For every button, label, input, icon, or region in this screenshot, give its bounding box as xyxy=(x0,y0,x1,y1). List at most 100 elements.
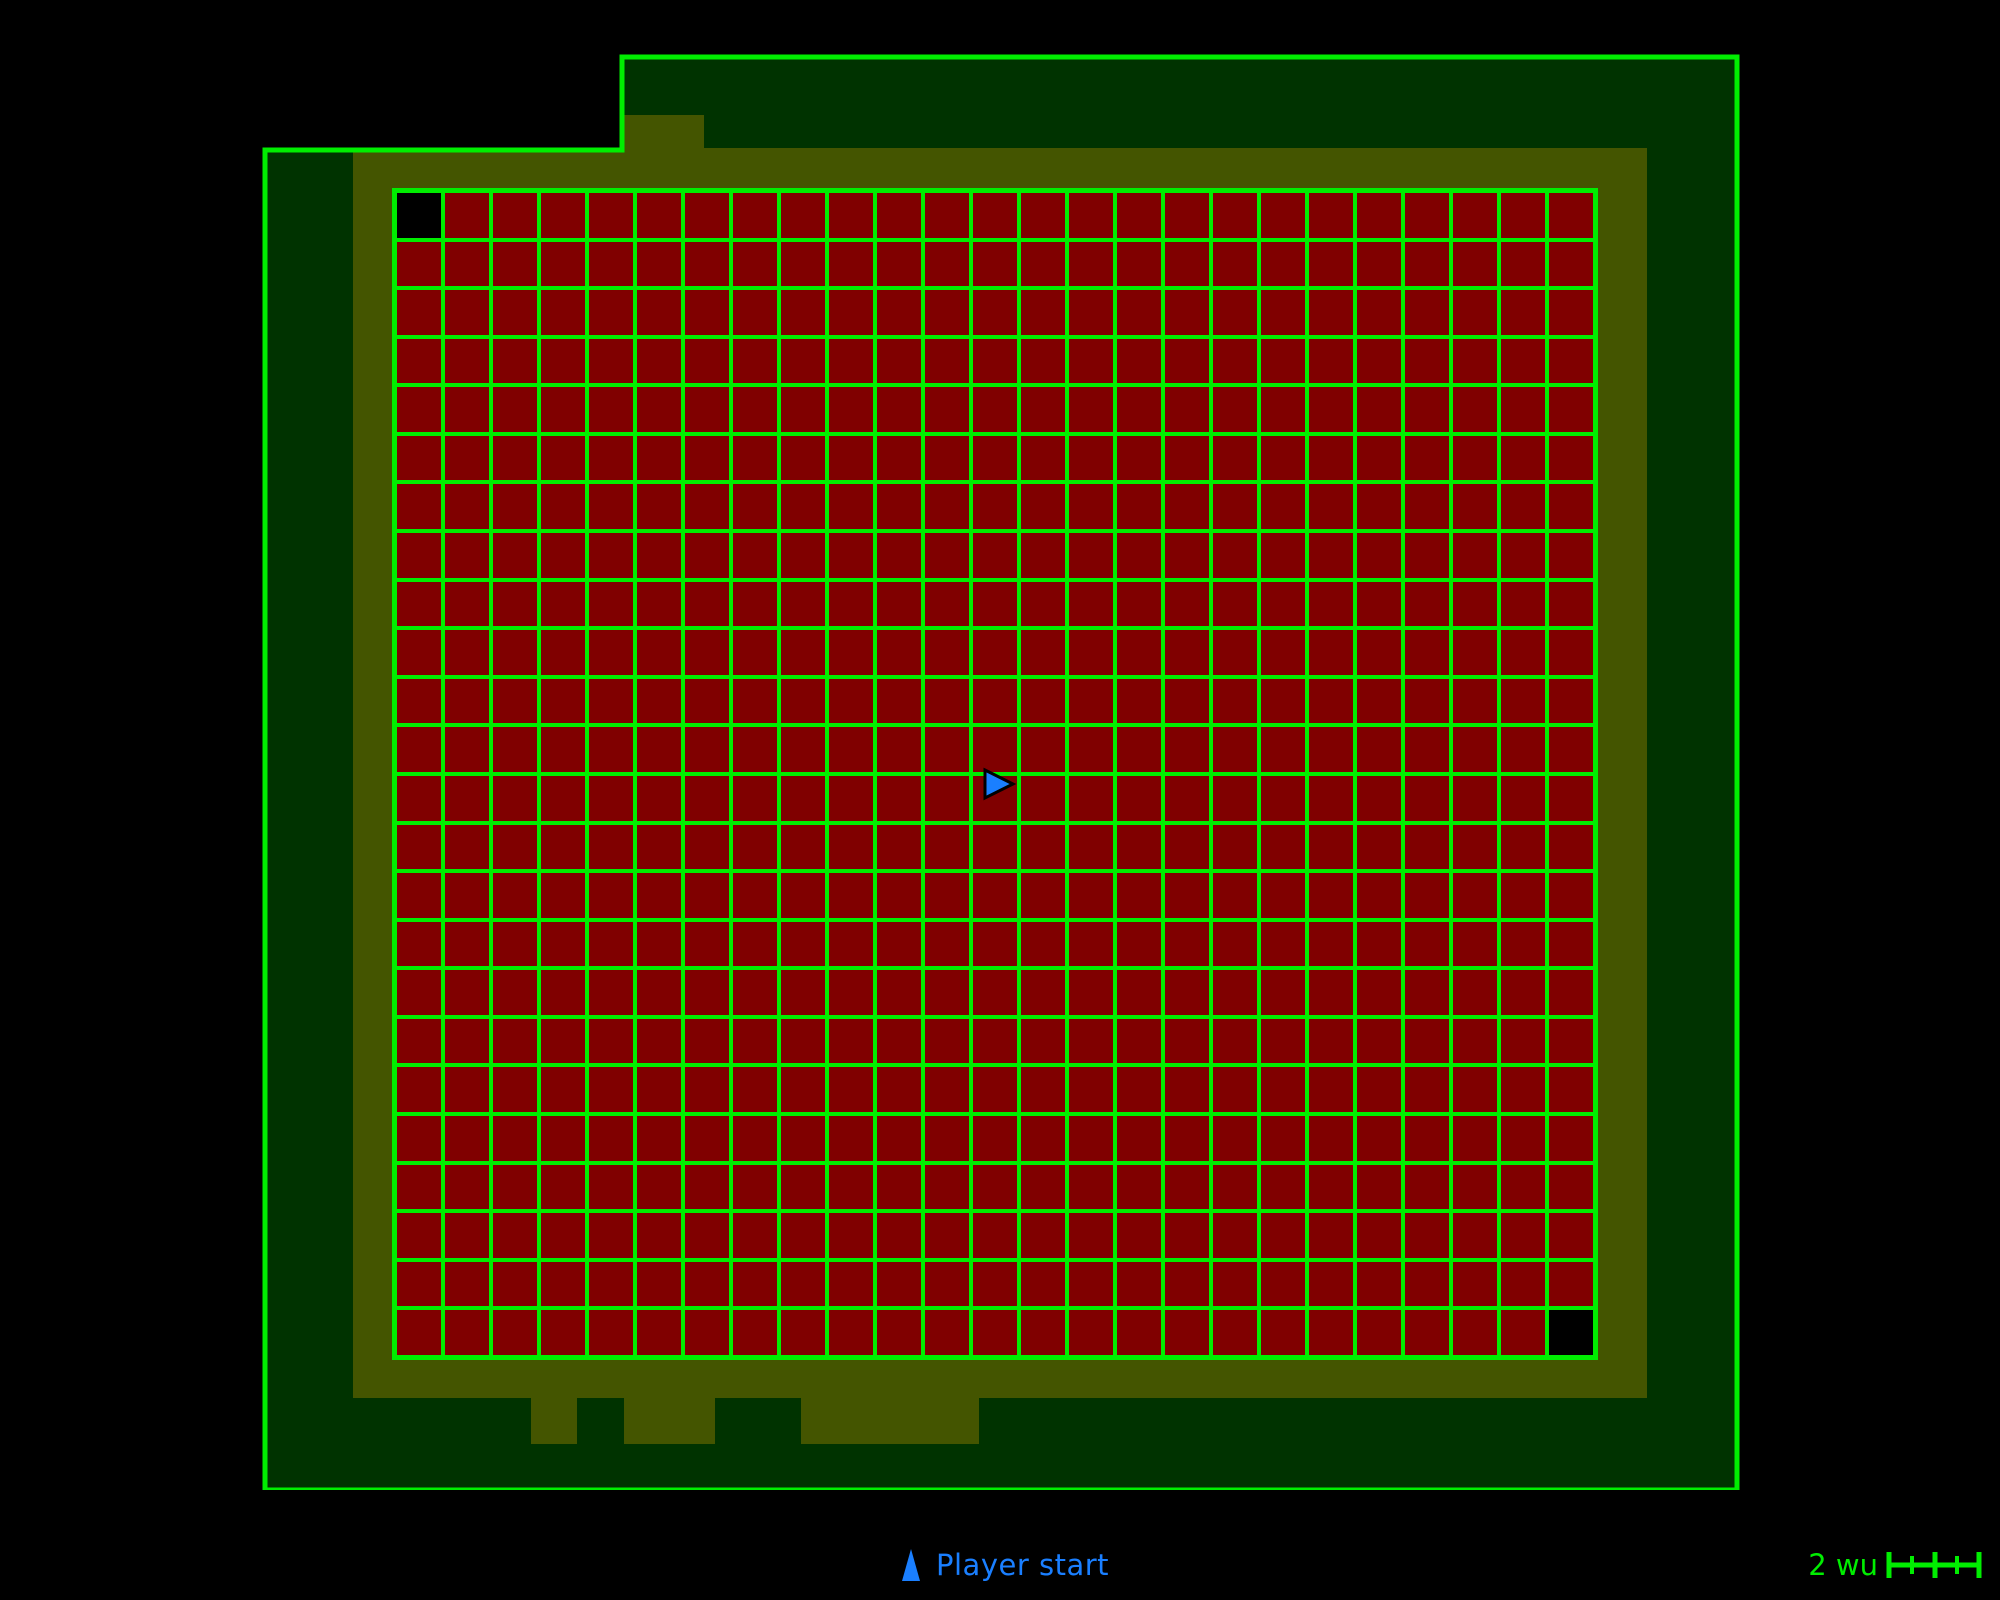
tile[interactable] xyxy=(1547,191,1595,240)
tile[interactable] xyxy=(1067,433,1115,483)
tile[interactable] xyxy=(1067,1162,1115,1212)
tile[interactable] xyxy=(635,1162,683,1212)
tile[interactable] xyxy=(1019,288,1067,337)
tile[interactable] xyxy=(491,1016,539,1066)
tile[interactable] xyxy=(1451,288,1499,337)
tile[interactable] xyxy=(683,336,731,386)
tile[interactable] xyxy=(1115,1114,1163,1163)
tile[interactable] xyxy=(1403,676,1451,726)
tile[interactable] xyxy=(1019,725,1067,774)
tile[interactable] xyxy=(875,482,923,532)
tile[interactable] xyxy=(1019,1114,1067,1163)
tile[interactable] xyxy=(1163,1065,1211,1115)
tile[interactable] xyxy=(875,822,923,872)
tile[interactable] xyxy=(587,579,635,629)
tile[interactable] xyxy=(1499,1308,1547,1357)
tile[interactable] xyxy=(587,1016,635,1066)
tile[interactable] xyxy=(587,1065,635,1115)
tile[interactable] xyxy=(1547,676,1595,726)
tile[interactable] xyxy=(1451,1308,1499,1357)
tile[interactable] xyxy=(1163,239,1211,289)
tile[interactable] xyxy=(1307,239,1355,289)
tile[interactable] xyxy=(1355,1114,1403,1163)
tile[interactable] xyxy=(1163,822,1211,872)
tile[interactable] xyxy=(1499,433,1547,483)
tile[interactable] xyxy=(1163,1016,1211,1066)
tile[interactable] xyxy=(875,1016,923,1066)
tile[interactable] xyxy=(923,288,971,337)
tile[interactable] xyxy=(1451,1259,1499,1309)
tile[interactable] xyxy=(779,385,827,434)
tile[interactable] xyxy=(875,1211,923,1260)
tile[interactable] xyxy=(491,336,539,386)
tile[interactable] xyxy=(1067,822,1115,872)
tile[interactable] xyxy=(1307,773,1355,823)
tile[interactable] xyxy=(731,628,779,677)
tile[interactable] xyxy=(875,1114,923,1163)
tile[interactable] xyxy=(971,1162,1019,1212)
tile[interactable] xyxy=(587,1114,635,1163)
tile[interactable] xyxy=(443,482,491,532)
tile[interactable] xyxy=(539,579,587,629)
tile[interactable] xyxy=(1307,1114,1355,1163)
tile[interactable] xyxy=(635,1114,683,1163)
tile[interactable] xyxy=(1067,579,1115,629)
tile[interactable] xyxy=(1067,385,1115,434)
tile[interactable] xyxy=(1403,288,1451,337)
tile[interactable] xyxy=(1499,1259,1547,1309)
tile[interactable] xyxy=(1067,968,1115,1017)
tile[interactable] xyxy=(1115,482,1163,532)
tile[interactable] xyxy=(1115,191,1163,240)
tile[interactable] xyxy=(587,676,635,726)
tile[interactable] xyxy=(587,1211,635,1260)
tile[interactable] xyxy=(1355,385,1403,434)
tile[interactable] xyxy=(1355,773,1403,823)
tile[interactable] xyxy=(395,773,443,823)
tile[interactable] xyxy=(827,919,875,969)
tile[interactable] xyxy=(587,433,635,483)
tile[interactable] xyxy=(827,871,875,920)
tile[interactable] xyxy=(635,871,683,920)
tile[interactable] xyxy=(683,239,731,289)
tile[interactable] xyxy=(1259,191,1307,240)
tile[interactable] xyxy=(1355,676,1403,726)
tile[interactable] xyxy=(827,239,875,289)
tile[interactable] xyxy=(1499,968,1547,1017)
tile[interactable] xyxy=(1211,968,1259,1017)
tile[interactable] xyxy=(827,482,875,532)
tile[interactable] xyxy=(683,968,731,1017)
tile[interactable] xyxy=(923,773,971,823)
tile[interactable] xyxy=(1259,482,1307,532)
tile[interactable] xyxy=(827,628,875,677)
tile[interactable] xyxy=(539,871,587,920)
tile[interactable] xyxy=(1307,1259,1355,1309)
tile[interactable] xyxy=(491,1308,539,1357)
tile[interactable] xyxy=(1451,385,1499,434)
tile[interactable] xyxy=(1259,725,1307,774)
tile[interactable] xyxy=(1403,1114,1451,1163)
tile[interactable] xyxy=(1403,725,1451,774)
tile[interactable] xyxy=(683,871,731,920)
tile[interactable] xyxy=(779,433,827,483)
tile[interactable] xyxy=(1451,1114,1499,1163)
tile[interactable] xyxy=(1259,822,1307,872)
tile[interactable] xyxy=(539,773,587,823)
tile[interactable] xyxy=(443,579,491,629)
tile[interactable] xyxy=(395,1259,443,1309)
tile[interactable] xyxy=(1019,1065,1067,1115)
tile[interactable] xyxy=(1211,628,1259,677)
tile[interactable] xyxy=(1019,1162,1067,1212)
tile[interactable] xyxy=(683,1308,731,1357)
tile[interactable] xyxy=(491,725,539,774)
tile[interactable] xyxy=(731,676,779,726)
tile[interactable] xyxy=(1403,773,1451,823)
tile[interactable] xyxy=(875,773,923,823)
tile[interactable] xyxy=(1067,1308,1115,1357)
tile[interactable] xyxy=(1019,1308,1067,1357)
tile[interactable] xyxy=(827,1259,875,1309)
tile[interactable] xyxy=(1307,871,1355,920)
tile[interactable] xyxy=(683,191,731,240)
tile[interactable] xyxy=(443,676,491,726)
tile[interactable] xyxy=(1019,385,1067,434)
tile[interactable] xyxy=(539,482,587,532)
